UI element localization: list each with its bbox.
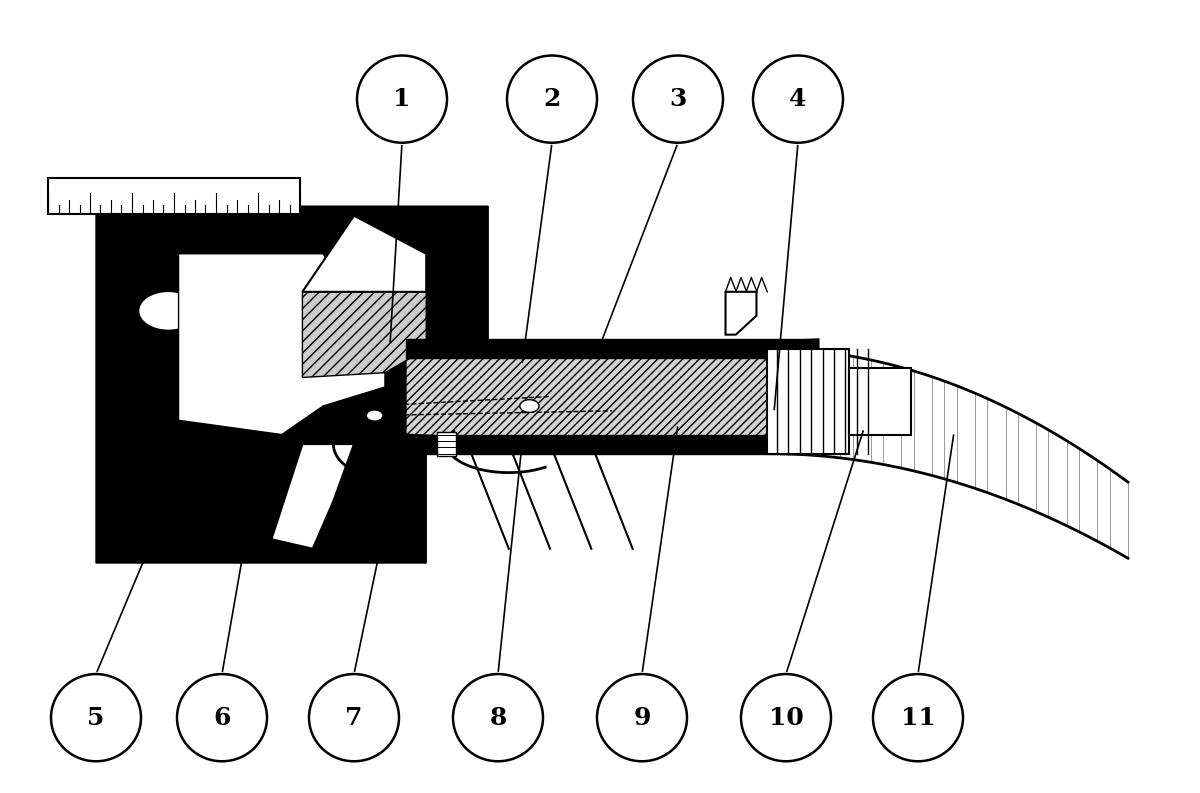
Ellipse shape [454,674,542,761]
Polygon shape [302,292,426,377]
Ellipse shape [598,674,686,761]
Polygon shape [406,339,818,454]
Bar [406,339,818,358]
Text: 11: 11 [901,706,935,730]
Ellipse shape [50,674,142,761]
Polygon shape [726,292,756,335]
Text: 1: 1 [394,87,410,111]
Circle shape [138,291,198,331]
Ellipse shape [742,674,830,761]
Ellipse shape [508,56,598,143]
Bar [406,435,818,454]
Ellipse shape [874,674,964,761]
Polygon shape [179,254,385,435]
Text: 5: 5 [88,706,104,730]
Text: 7: 7 [346,706,362,730]
Text: 8: 8 [490,706,506,730]
Polygon shape [302,216,426,292]
Bar [48,178,300,214]
Ellipse shape [310,674,398,761]
Text: 4: 4 [790,87,806,111]
Polygon shape [271,444,354,549]
Ellipse shape [358,56,446,143]
Text: 3: 3 [670,87,686,111]
Text: 6: 6 [214,706,230,730]
Ellipse shape [634,56,722,143]
Text: 10: 10 [769,706,803,730]
Bar [437,432,456,456]
Bar [850,368,911,435]
Ellipse shape [754,56,842,143]
Ellipse shape [178,674,266,761]
Circle shape [366,410,383,421]
Text: 9: 9 [634,706,650,730]
Circle shape [520,400,539,412]
Polygon shape [96,206,488,563]
Text: 2: 2 [544,87,560,111]
Bar [767,349,850,454]
